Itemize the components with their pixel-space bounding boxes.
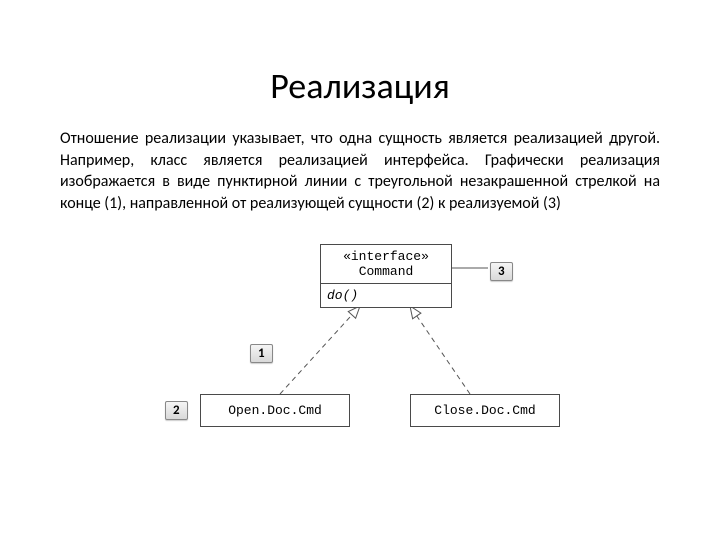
class-open: Open.Doc.Cmd [200,394,350,427]
uml-diagram: «interface» Command do() Open.Doc.Cmd Cl… [120,244,600,444]
interface-box: «interface» Command do() [320,244,452,308]
interface-name: Command [327,264,445,279]
interface-method: do() [321,284,451,307]
callout-2: 2 [165,401,188,420]
body-paragraph: Отношение реализации указывает, что одна… [60,128,660,214]
class-close: Close.Doc.Cmd [410,394,560,427]
interface-header: «interface» Command [321,245,451,284]
callout-1: 1 [250,344,273,363]
callout-3: 3 [490,262,513,281]
page-title: Реализация [60,64,660,108]
interface-stereotype: «interface» [327,249,445,264]
